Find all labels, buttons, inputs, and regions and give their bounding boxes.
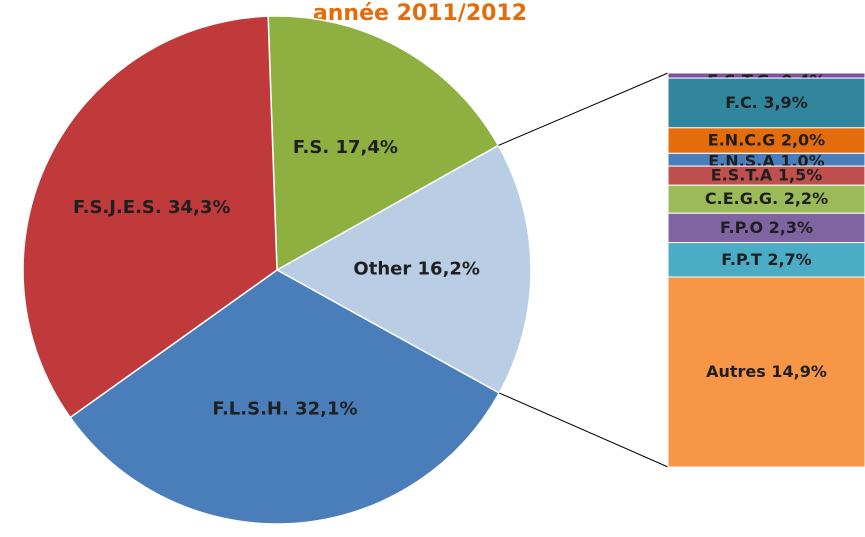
connector	[498, 72, 669, 146]
label-name: F.L.S.H.	[212, 398, 289, 419]
data-label: F.L.S.H. 32,1%	[212, 398, 357, 419]
label-name: F.C.	[725, 92, 757, 111]
label-name: E.N.C.G	[708, 130, 775, 149]
data-label: F.P.O 2,3%	[720, 217, 813, 236]
label-value: 17,4%	[335, 137, 397, 158]
label-name: E.S.T.A	[711, 165, 773, 184]
label-name: Other	[353, 259, 411, 280]
label-name: C.E.G.G.	[705, 189, 778, 208]
connector	[499, 392, 669, 468]
label-name: F.S.	[293, 137, 329, 158]
data-label: Autres 14,9%	[706, 362, 827, 381]
label-value: 32,1%	[295, 398, 357, 419]
label-name: F.P.O	[720, 217, 763, 236]
data-label: F.C. 3,9%	[725, 92, 807, 111]
label-value: 2,0%	[781, 130, 825, 149]
label-value: 1,5%	[778, 165, 822, 184]
label-value: 2,3%	[769, 217, 813, 236]
pie-slice	[69, 269, 501, 525]
data-label: C.E.G.G. 2,2%	[705, 189, 828, 208]
label-value: 14,9%	[771, 362, 827, 381]
label-value: 34,3%	[168, 197, 230, 218]
label-name: Autres	[706, 362, 766, 381]
label-name: F.P.T	[721, 249, 762, 268]
data-label: E.S.T.A 1,5%	[711, 165, 823, 184]
data-label: F.S. 17,4%	[293, 137, 398, 158]
bar-segment	[667, 276, 865, 468]
label-value: 2,7%	[767, 249, 811, 268]
data-label: F.S.J.E.S. 34,3%	[73, 197, 231, 218]
label-value: 1,0%	[780, 151, 824, 170]
pie-slice	[22, 15, 278, 419]
data-label: E.N.C.G 2,0%	[708, 130, 825, 149]
pie-slice	[275, 144, 532, 395]
chart-title: année 2011/2012	[313, 1, 527, 26]
bar-segment	[667, 77, 865, 129]
data-label: Other 16,2%	[353, 259, 480, 280]
pie-slice	[267, 15, 500, 272]
label-name: E.N.S.A	[708, 151, 775, 170]
data-label: F.P.T 2,7%	[721, 249, 811, 268]
label-value: 3,9%	[763, 92, 807, 111]
bar-segment	[667, 242, 865, 278]
bar-segment	[667, 184, 865, 214]
label-name: F.S.J.E.S.	[73, 197, 162, 218]
data-label: E.N.S.A 1,0%	[708, 151, 824, 170]
bar-segment	[667, 127, 865, 154]
label-value: 16,2%	[418, 259, 480, 280]
label-value: 2,2%	[784, 189, 828, 208]
